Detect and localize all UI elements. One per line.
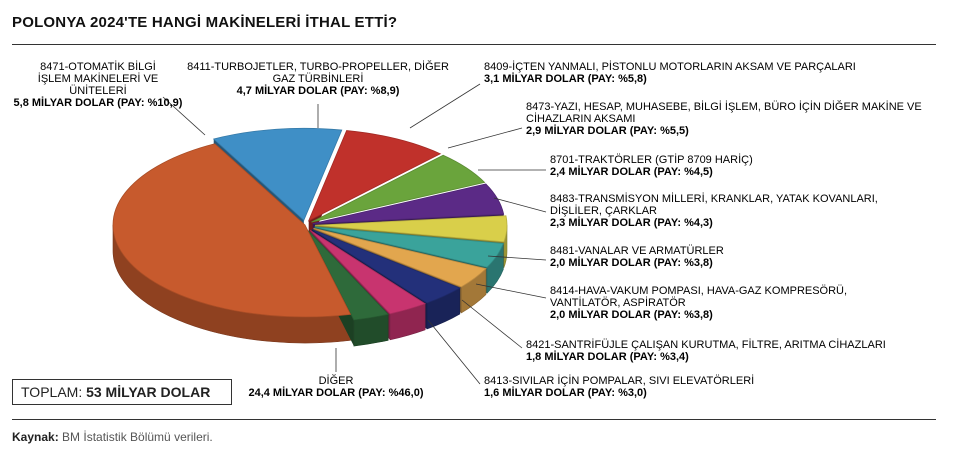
slice-label-1: 8411-TURBOJETLER, TURBO-PROPELLER, DİĞER… — [187, 60, 449, 97]
slice-label-3: 8473-YAZI, HESAP, MUHASEBE, BİLGİ İŞLEM,… — [526, 100, 922, 137]
slice-name: 8481-VANALAR VE ARMATÜRLER — [550, 245, 724, 257]
slice-name: 8409-İÇTEN YANMALI, PİSTONLU MOTORLARIN … — [484, 60, 856, 73]
pie-slice-6 — [313, 227, 487, 288]
slice-name: 8411-TURBOJETLER, TURBO-PROPELLER, DİĞER — [187, 60, 449, 73]
slice-value: 3,1 MİLYAR DOLAR (PAY: %5,8) — [484, 72, 647, 85]
total-box: TOPLAM: 53 MİLYAR DOLAR — [12, 379, 232, 405]
pie-slice-4 — [314, 215, 508, 243]
slice-value: 2,9 MİLYAR DOLAR (PAY: %5,5) — [526, 124, 689, 137]
slice-value: 24,4 MİLYAR DOLAR (PAY: %46,0) — [248, 386, 423, 399]
leader-line-5 — [493, 197, 547, 213]
leader-line-8 — [461, 299, 523, 349]
slice-label-9: 8413-SIVILAR İÇİN POMPALAR, SIVI ELEVATÖ… — [484, 374, 754, 399]
pie-slice-9 — [307, 230, 390, 321]
page-title: POLONYA 2024'TE HANGİ MAKİNELERİ İTHAL E… — [12, 14, 398, 31]
leader-line-2 — [409, 83, 481, 129]
slice-name: DİĞER — [319, 374, 354, 387]
slice-label-2: 8409-İÇTEN YANMALI, PİSTONLU MOTORLARIN … — [484, 60, 856, 85]
slice-value: 2,0 MİLYAR DOLAR (PAY: %3,8) — [550, 256, 713, 269]
slice-label-4: 8701-TRAKTÖRLER (GTİP 8709 HARİÇ)2,4 MİL… — [550, 153, 753, 178]
source-text: BM İstatistik Bölümü verileri. — [62, 430, 213, 444]
pie-slice-2 — [311, 154, 486, 223]
slice-value: 1,8 MİLYAR DOLAR (PAY: %3,4) — [526, 350, 689, 363]
slice-value: 4,7 MİLYAR DOLAR (PAY: %8,9) — [237, 84, 400, 97]
pie-slice-7 — [311, 228, 461, 304]
slice-name: 8483-TRANSMİSYON MİLLERİ, KRANKLAR, YATA… — [550, 192, 878, 205]
slice-name: CİHAZLARIN AKSAMI — [526, 112, 635, 125]
source-label: Kaynak: — [12, 430, 59, 444]
slice-name: 8414-HAVA-VAKUM POMPASI, HAVA-GAZ KOMPRE… — [550, 285, 847, 297]
pie-slice-5 — [314, 226, 504, 268]
slice-name: 8471-OTOMATİK BİLGİ — [40, 60, 156, 73]
slice-name: DİŞLİLER, ÇARKLAR — [550, 204, 657, 217]
source-note: Kaynak: BM İstatistik Bölümü verileri. — [12, 430, 213, 444]
slice-value: 2,4 MİLYAR DOLAR (PAY: %4,5) — [550, 165, 713, 178]
slice-name: ÜNİTELERİ — [69, 84, 126, 97]
slice-value: 2,0 MİLYAR DOLAR (PAY: %3,8) — [550, 308, 713, 321]
total-label: TOPLAM: — [21, 384, 83, 400]
slice-name: 8413-SIVILAR İÇİN POMPALAR, SIVI ELEVATÖ… — [484, 374, 754, 387]
slice-name: 8421-SANTRİFÜJLE ÇALIŞAN KURUTMA, FİLTRE… — [526, 338, 886, 351]
pie-slice-0 — [212, 127, 343, 221]
slice-name: 8701-TRAKTÖRLER (GTİP 8709 HARİÇ) — [550, 153, 753, 166]
leader-line-3 — [447, 127, 523, 149]
slice-label-8: 8421-SANTRİFÜJLE ÇALIŞAN KURUTMA, FİLTRE… — [526, 338, 886, 363]
pie-slice-8 — [309, 229, 427, 315]
slice-value: 5,8 MİLYAR DOLAR (PAY: %10,9) — [14, 96, 183, 109]
total-value: 53 MİLYAR DOLAR — [86, 384, 211, 400]
leader-line-9 — [427, 319, 481, 385]
slice-name: VANTİLATÖR, ASPİRATÖR — [550, 296, 686, 309]
slice-value: 1,6 MİLYAR DOLAR (PAY: %3,0) — [484, 386, 647, 399]
leader-lines — [162, 83, 547, 385]
slice-name: 8473-YAZI, HESAP, MUHASEBE, BİLGİ İŞLEM,… — [526, 100, 922, 113]
bottom-divider — [12, 419, 936, 420]
slice-label-7: 8414-HAVA-VAKUM POMPASI, HAVA-GAZ KOMPRE… — [550, 285, 847, 321]
pie-slice-10 — [112, 143, 352, 318]
slice-label-5: 8483-TRANSMİSYON MİLLERİ, KRANKLAR, YATA… — [550, 192, 878, 229]
slice-name: GAZ TÜRBİNLERİ — [273, 72, 364, 85]
pie-tops — [112, 127, 508, 321]
leader-line-0 — [162, 96, 206, 136]
leader-line-6 — [487, 255, 547, 261]
slice-name: İŞLEM MAKİNELERİ VE — [38, 72, 158, 85]
slice-value: 2,3 MİLYAR DOLAR (PAY: %4,3) — [550, 216, 713, 229]
pie-slice-1 — [307, 130, 442, 222]
top-divider — [12, 44, 936, 45]
leader-line-7 — [475, 283, 547, 299]
